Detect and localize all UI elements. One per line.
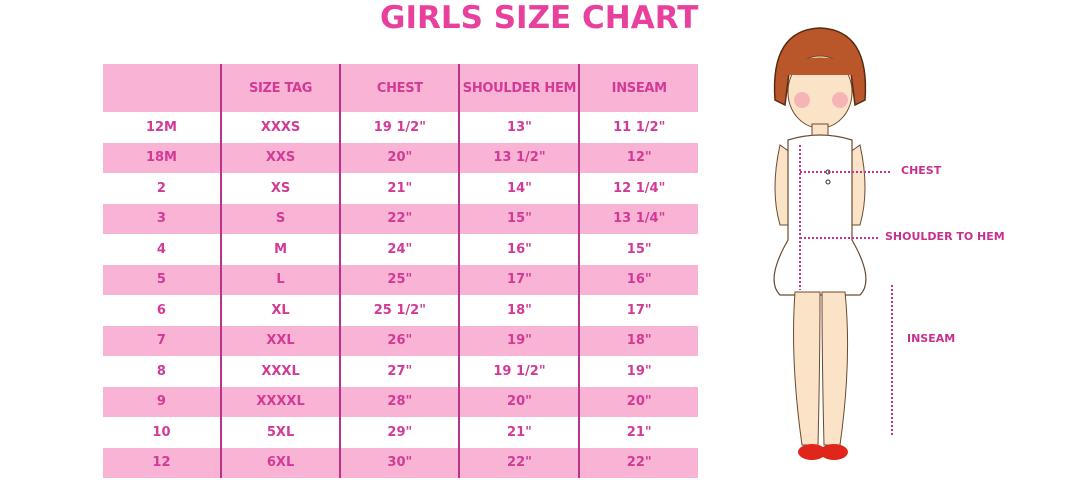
table-cell: 11 1/2" <box>578 112 698 143</box>
table-row: 10 5XL 29" 21" 21" <box>103 417 698 448</box>
table-cell: M <box>219 234 341 265</box>
table-cell: XS <box>219 173 341 204</box>
table-cell: 16" <box>458 234 580 265</box>
table-cell: XXXXL <box>219 386 341 417</box>
inseam-label: INSEAM <box>907 332 956 345</box>
table-cell: 7 <box>103 325 221 356</box>
column-header: CHEST <box>339 64 460 112</box>
table-cell: 9 <box>103 386 221 417</box>
table-cell: 21" <box>458 417 580 448</box>
table-cell: 8 <box>156 363 166 379</box>
table-cell: 19" <box>458 325 580 356</box>
table-row: 12 6XL 30" 22" 22" <box>103 447 698 478</box>
girl-illustration <box>773 27 893 460</box>
table-cell: 19 1/2" <box>339 112 460 143</box>
table-cell: 24" <box>339 234 460 265</box>
column-header: INSEAM <box>578 64 698 112</box>
table-cell: 22" <box>339 203 460 234</box>
table-row: 2 XS 21" 14" 12 1/4" <box>103 173 698 204</box>
table-cell: 15" <box>578 234 698 265</box>
table-row: 7 XXL 26" 19" 18" <box>103 325 698 356</box>
table-row: 12M XXXS 19 1/2" 13" 11 1/2" <box>103 112 698 143</box>
table-cell: 17" <box>578 295 698 326</box>
table-cell: 6 <box>156 302 166 318</box>
table-cell: XL <box>219 295 341 326</box>
table-row: 3 S 22" 15" 13 1/4" <box>103 203 698 234</box>
table-cell: 22" <box>458 447 580 478</box>
page-title: GIRLS SIZE CHART <box>380 0 699 36</box>
table-cell: 12M <box>145 119 177 135</box>
table-cell: 12" <box>578 142 698 173</box>
table-cell: 21" <box>578 417 698 448</box>
table-cell: 18" <box>458 295 580 326</box>
table-cell: 15" <box>458 203 580 234</box>
table-cell: 17" <box>458 264 580 295</box>
table-row: 9 XXXXL 28" 20" 20" <box>103 386 698 417</box>
table-row: 18M XXS 20" 13 1/2" 12" <box>103 142 698 173</box>
table-row: 5 L 25" 17" 16" <box>103 264 698 295</box>
table-cell: 12 1/4" <box>578 173 698 204</box>
table-cell: 25" <box>339 264 460 295</box>
table-cell: 28" <box>339 386 460 417</box>
size-chart-table: SIZE TAG CHEST SHOULDER HEM INSEAM 12M XXXS 1… <box>103 64 698 478</box>
table-cell: 12 <box>103 447 221 478</box>
table-cell: XXS <box>219 142 341 173</box>
table-cell: 19" <box>578 356 698 387</box>
table-cell: 10 <box>152 424 171 440</box>
table-cell: 20" <box>578 386 698 417</box>
table-cell: 27" <box>339 356 460 387</box>
table-cell: 4 <box>156 241 166 257</box>
table-cell: 19 1/2" <box>458 356 580 387</box>
table-cell: 13" <box>458 112 580 143</box>
table-cell: 29" <box>339 417 460 448</box>
table-cell: 18M <box>103 142 221 173</box>
table-row: 6 XL 25 1/2" 18" 17" <box>103 295 698 326</box>
shoulder-to-hem-label: SHOULDER TO HEM <box>885 230 1005 243</box>
table-cell: 20" <box>339 142 460 173</box>
table-cell: 20" <box>458 386 580 417</box>
column-header: SIZE TAG <box>219 64 341 112</box>
table-cell: XXXS <box>219 112 341 143</box>
table-cell: 13 1/2" <box>458 142 580 173</box>
table-cell: 6XL <box>219 447 341 478</box>
chest-label: CHEST <box>901 164 942 177</box>
table-cell: XXXL <box>219 356 341 387</box>
table-cell: XXL <box>219 325 341 356</box>
table-cell: 25 1/2" <box>339 295 460 326</box>
table-cell: 13 1/4" <box>578 203 698 234</box>
table-row: 4 M 24" 16" 15" <box>103 234 698 265</box>
table-row: 8 XXXL 27" 19 1/2" 19" <box>103 356 698 387</box>
table-cell: 5 <box>103 264 221 295</box>
column-header: SHOULDER HEM <box>458 64 580 112</box>
column-header <box>103 64 221 112</box>
table-header-row: SIZE TAG CHEST SHOULDER HEM INSEAM <box>103 64 698 112</box>
table-cell: S <box>219 203 341 234</box>
table-cell: 22" <box>578 447 698 478</box>
table-cell: 14" <box>458 173 580 204</box>
table-cell: 21" <box>339 173 460 204</box>
table-cell: 5XL <box>219 417 341 448</box>
table-cell: 26" <box>339 325 460 356</box>
table-cell: 2 <box>156 180 166 196</box>
table-cell: 18" <box>578 325 698 356</box>
table-cell: 3 <box>103 203 221 234</box>
table-cell: L <box>219 264 341 295</box>
table-cell: 30" <box>339 447 460 478</box>
table-cell: 16" <box>578 264 698 295</box>
